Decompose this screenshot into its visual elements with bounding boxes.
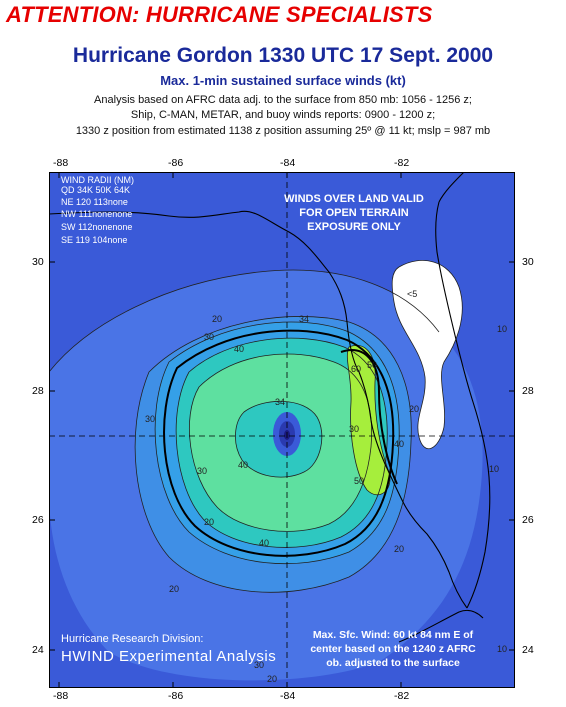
lon-tick-top: -86 <box>168 157 184 169</box>
contour-10 <box>49 269 440 373</box>
lat-tick-right: 28 <box>522 385 534 397</box>
contour-50kt-thick <box>340 349 398 485</box>
notice-line-1: WINDS OVER LAND VALID <box>284 193 424 205</box>
contour-label: 20 <box>169 584 179 594</box>
keys-chain <box>398 609 484 643</box>
wind-radii-title: WIND RADII (NM) <box>61 175 134 185</box>
contour-label: <5 <box>407 289 417 299</box>
lat-tick-left: 26 <box>32 514 44 526</box>
credit-product: HWIND Experimental Analysis <box>61 648 277 665</box>
notice-line-3: EXPOSURE ONLY <box>307 221 401 233</box>
contour-inner <box>235 400 323 478</box>
land-winds-notice: WINDS OVER LAND VALID FOR OPEN TERRAIN E… <box>259 192 449 234</box>
max-wind-note: Max. Sfc. Wind: 60 kt 84 nm E of center … <box>279 628 507 670</box>
contour-label: 34 <box>299 314 309 324</box>
lon-tick-bottom: -88 <box>53 690 69 702</box>
lat-tick-right: 26 <box>522 514 534 526</box>
lat-tick-right: 30 <box>522 256 534 268</box>
contour-20 <box>134 316 412 593</box>
contour-calm <box>391 260 463 450</box>
analysis-line-1: Analysis based on AFRC data adj. to the … <box>94 94 472 106</box>
analysis-line-3: 1330 z position from estimated 1138 z po… <box>75 125 491 137</box>
wind-radii-row-se: SE 119 104none <box>61 235 128 245</box>
contour-50 <box>189 353 372 532</box>
contour-label: 60 <box>351 364 361 374</box>
band-60kt <box>347 345 390 495</box>
contour-label: 40 <box>234 344 244 354</box>
contour-label: 50 <box>354 476 364 486</box>
contour-label: 20 <box>267 674 277 684</box>
lon-tick-top: -88 <box>53 157 69 169</box>
lat-tick-left: 28 <box>32 385 44 397</box>
atlantic-coast-north <box>438 172 465 203</box>
wind-radii-row-ne: NE 120 113none <box>61 197 128 207</box>
wind-radii-row-sw: SW 112nonenone <box>61 222 133 232</box>
contour-label: 40 <box>394 439 404 449</box>
contour-30 <box>154 321 400 565</box>
contour-label: 30 <box>204 332 214 342</box>
contour-label: 30 <box>145 414 155 424</box>
contour-label: 50 <box>367 360 377 370</box>
contour-label: 30 <box>349 424 359 434</box>
map-frame <box>49 172 515 688</box>
notice-line-2: FOR OPEN TERRAIN <box>299 207 409 219</box>
coastline <box>49 172 491 643</box>
contour-label: 30 <box>254 660 264 670</box>
contour-label: 20 <box>409 404 419 414</box>
max-wind-line-2: center based on the 1240 z AFRC <box>310 643 476 655</box>
max-wind-line-3: ob. adjusted to the surface <box>326 657 460 669</box>
lon-tick-bottom: -82 <box>394 690 410 702</box>
lon-tick-top: -84 <box>280 157 296 169</box>
map-subtitle: Max. 1-min sustained surface winds (kt) <box>160 73 406 88</box>
wind-radii-row-nw: NW 111nonenone <box>61 209 133 219</box>
florida-west-coast <box>358 371 468 609</box>
lat-tick-left: 30 <box>32 256 44 268</box>
contour-label: 20 <box>204 517 214 527</box>
wind-field-svg: <5 10 20 30 34 40 50 60 40 34 30 20 40 5… <box>49 172 515 688</box>
credit-division: Hurricane Research Division: <box>61 633 204 645</box>
wind-radii-header: QD 34K 50K 64K <box>61 185 131 195</box>
lon-tick-bottom: -84 <box>280 690 296 702</box>
gulf-coast <box>49 210 360 373</box>
contour-label: 10 <box>489 464 499 474</box>
center-crosshair <box>49 172 515 688</box>
contour-label: 20 <box>394 544 404 554</box>
contour-label: 10 <box>497 644 507 654</box>
contour-label: 30 <box>197 466 207 476</box>
lon-tick-top: -82 <box>394 157 410 169</box>
contour-label: 40 <box>259 538 269 548</box>
florida-east-coast <box>435 201 491 609</box>
contour-label: 40 <box>238 460 248 470</box>
analysis-line-2: Ship, C-MAN, METAR, and buoy winds repor… <box>130 109 436 121</box>
map-title: Hurricane Gordon 1330 UTC 17 Sept. 2000 <box>72 44 494 67</box>
lon-tick-bottom: -86 <box>168 690 184 702</box>
contour-34kt <box>163 329 395 557</box>
contour-label: 10 <box>497 324 507 334</box>
contour-label: 20 <box>212 314 222 324</box>
attention-heading: ATTENTION: HURRICANE SPECIALISTS <box>6 2 433 27</box>
max-wind-line-1: Max. Sfc. Wind: 60 kt 84 nm E of <box>312 629 474 641</box>
calm-region <box>392 260 463 449</box>
lat-tick-left: 24 <box>32 644 44 656</box>
contour-label: 34 <box>275 397 285 407</box>
contour-40 <box>175 337 388 548</box>
lat-tick-right: 24 <box>522 644 534 656</box>
contour-lines <box>49 260 463 593</box>
wind-analysis-map: <5 10 20 30 34 40 50 60 40 34 30 20 40 5… <box>49 172 515 688</box>
